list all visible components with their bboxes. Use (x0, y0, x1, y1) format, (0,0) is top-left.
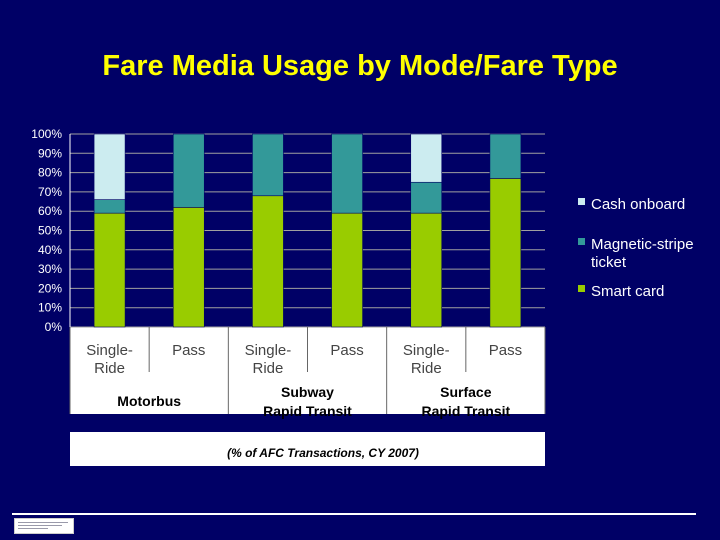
y-tick-label: 70% (38, 185, 62, 199)
bar-segment (489, 178, 522, 328)
bar-segment (331, 212, 363, 328)
bar-segment (410, 181, 443, 214)
legend-label: Cash onboard (591, 196, 685, 213)
bar-segment (331, 133, 363, 214)
bar-segment (93, 133, 126, 200)
y-tick-label: 100% (31, 127, 62, 141)
slide-title: Fare Media Usage by Mode/Fare Type (102, 50, 618, 82)
category-label: Single-Ride (245, 342, 292, 377)
group-label: Motorbus (117, 393, 181, 409)
legend-swatch (578, 238, 585, 245)
legend-label: Magnetic-stripe ticket (591, 236, 694, 271)
y-tick-label: 30% (38, 262, 62, 276)
category-label: Pass (489, 342, 522, 359)
chart-note: (% of AFC Transactions, CY 2007) (227, 446, 419, 460)
category-label: Single-Ride (403, 342, 450, 377)
footer-divider (12, 513, 696, 515)
bar-segment (172, 207, 205, 328)
y-tick-label: 60% (38, 204, 62, 218)
y-tick-label: 50% (38, 224, 62, 238)
y-tick-label: 90% (38, 146, 62, 160)
legend-label: Smart card (591, 283, 664, 300)
y-tick-label: 10% (38, 301, 62, 315)
group-label: Subway Rapid Transit (263, 384, 352, 419)
bar-segment (172, 133, 205, 208)
y-tick-label: 40% (38, 243, 62, 257)
bar-segment (489, 133, 522, 179)
y-tick-label: 0% (45, 320, 63, 334)
category-label: Single-Ride (86, 342, 133, 377)
y-tick-label: 80% (38, 166, 62, 180)
bar-segment (93, 199, 126, 214)
y-tick-label: 20% (38, 281, 62, 295)
bar-segment (252, 195, 284, 328)
legend-swatch (578, 285, 585, 292)
note-panel (70, 432, 545, 466)
bar-segment (252, 133, 284, 197)
group-label: Surface Rapid Transit (421, 384, 510, 419)
category-label: Pass (172, 342, 205, 359)
bar-segment (410, 133, 443, 183)
bar-segment (410, 212, 443, 328)
bar-segment (93, 212, 126, 328)
legend-swatch (578, 198, 585, 205)
category-label: Pass (330, 342, 363, 359)
agency-logo-icon (14, 518, 74, 534)
